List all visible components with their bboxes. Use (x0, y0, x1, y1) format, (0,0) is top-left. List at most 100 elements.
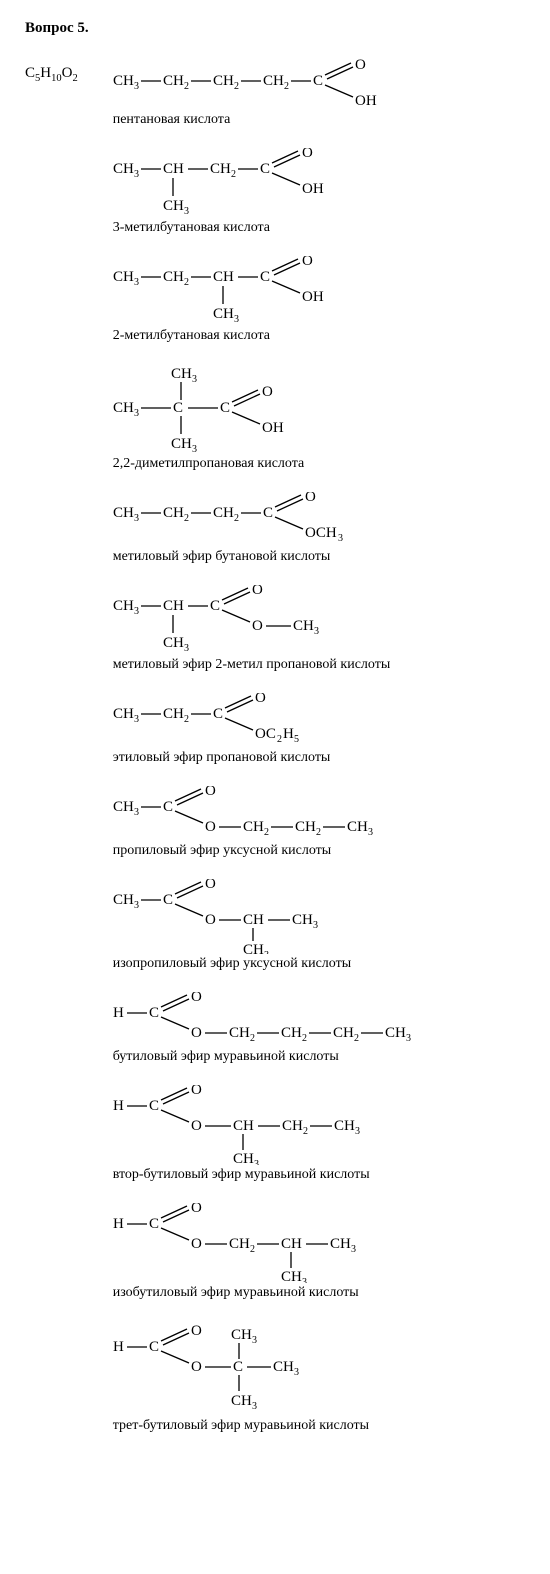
svg-text:2: 2 (184, 714, 189, 725)
svg-text:C: C (263, 505, 273, 521)
svg-text:CH: CH (231, 1327, 252, 1343)
svg-text:3: 3 (192, 444, 197, 454)
svg-text:CH: CH (113, 892, 134, 908)
structure-1: CH3 CH2 CH2 CH2 C O OH (113, 55, 423, 110)
svg-text:O: O (191, 1236, 202, 1252)
svg-text:CH: CH (113, 400, 134, 416)
svg-text:3: 3 (355, 1126, 360, 1137)
svg-text:H: H (113, 1005, 124, 1021)
svg-text:O: O (191, 992, 202, 1005)
structure-5: CH3 CH2 CH2 C O OCH3 (113, 492, 393, 547)
svg-text:CH: CH (171, 366, 192, 382)
svg-text:2: 2 (264, 827, 269, 838)
svg-text:C: C (149, 1098, 159, 1114)
svg-text:OC: OC (255, 726, 276, 742)
svg-text:CH: CH (171, 436, 192, 452)
svg-text:CH: CH (233, 1151, 254, 1165)
svg-text:H: H (113, 1339, 124, 1355)
svg-text:3: 3 (294, 1367, 299, 1378)
svg-text:CH: CH (213, 73, 234, 89)
svg-text:2: 2 (316, 827, 321, 838)
svg-text:O: O (305, 492, 316, 505)
svg-text:2: 2 (354, 1033, 359, 1044)
svg-text:C: C (149, 1339, 159, 1355)
compound-2: CH3 CH CH3 CH2 C O OH 3-метилбутановая к… (113, 148, 525, 236)
structure-10: H C O O CH2 CH2 CH2 CH3 (113, 992, 453, 1047)
svg-text:CH: CH (293, 618, 314, 634)
svg-text:CH: CH (213, 505, 234, 521)
svg-text:3: 3 (368, 827, 373, 838)
svg-text:O: O (255, 693, 266, 706)
svg-text:C: C (260, 269, 270, 285)
svg-text:2: 2 (284, 81, 289, 92)
svg-text:OH: OH (262, 420, 284, 436)
svg-text:2: 2 (234, 513, 239, 524)
svg-text:2: 2 (250, 1244, 255, 1255)
structure-4: CH3 CH3 C CH3 C O OH (113, 364, 363, 454)
svg-text:CH: CH (229, 1236, 250, 1252)
svg-text:O: O (252, 618, 263, 634)
svg-text:O: O (355, 57, 366, 73)
svg-text:3: 3 (134, 807, 139, 818)
svg-text:CH: CH (281, 1269, 302, 1283)
svg-text:CH: CH (330, 1236, 351, 1252)
compound-5: CH3 CH2 CH2 C O OCH3 метиловый эфир бута… (113, 492, 525, 565)
compound-name: метиловый эфир бутановой кислоты (113, 549, 525, 565)
svg-text:C: C (313, 73, 323, 89)
svg-text:O: O (252, 585, 263, 598)
svg-text:3: 3 (252, 1335, 257, 1346)
svg-text:CH: CH (113, 269, 134, 285)
svg-text:2: 2 (250, 1033, 255, 1044)
structure-2: CH3 CH CH3 CH2 C O OH (113, 148, 393, 218)
svg-text:O: O (262, 384, 273, 400)
svg-text:2: 2 (231, 169, 236, 180)
svg-text:O: O (205, 819, 216, 835)
svg-text:3: 3 (264, 950, 269, 954)
svg-text:3: 3 (134, 277, 139, 288)
svg-text:CH: CH (113, 73, 134, 89)
svg-text:CH: CH (243, 912, 264, 928)
svg-text:OH: OH (355, 93, 377, 109)
compound-name: изобутиловый эфир муравьиной кислоты (113, 1285, 525, 1301)
compound-name: втор-бутиловый эфир муравьиной кислоты (113, 1167, 525, 1183)
svg-text:3: 3 (314, 626, 319, 637)
svg-text:CH: CH (295, 819, 316, 835)
compound-3: CH3 CH2 CH CH3 C O OH 2-метилбутановая к… (113, 256, 525, 344)
svg-text:O: O (205, 879, 216, 892)
svg-text:CH: CH (263, 73, 284, 89)
svg-text:CH: CH (243, 819, 264, 835)
svg-text:CH: CH (163, 73, 184, 89)
svg-text:O: O (191, 1025, 202, 1041)
svg-text:CH: CH (113, 706, 134, 722)
svg-text:O: O (191, 1359, 202, 1375)
content-row: C5H10O2 CH3 CH2 CH2 CH2 C O OH пентанова… (25, 55, 525, 1454)
svg-text:OH: OH (302, 181, 324, 197)
compound-4: CH3 CH3 C CH3 C O OH 2,2-диметилпропанов… (113, 364, 525, 472)
svg-text:H: H (113, 1216, 124, 1232)
svg-text:CH: CH (243, 942, 264, 954)
compound-8: CH3 C O O CH2 CH2 CH3 пропиловый эфир ук… (113, 786, 525, 859)
svg-text:CH: CH (213, 269, 234, 285)
svg-text:OCH: OCH (305, 525, 337, 541)
svg-text:CH: CH (231, 1393, 252, 1409)
svg-text:CH: CH (273, 1359, 294, 1375)
compound-name: 3-метилбутановая кислота (113, 220, 525, 236)
svg-text:3: 3 (351, 1244, 356, 1255)
svg-text:CH: CH (347, 819, 368, 835)
question-title: Вопрос 5. (25, 20, 525, 37)
compound-name: бутиловый эфир муравьиной кислоты (113, 1049, 525, 1065)
svg-text:O: O (205, 786, 216, 799)
svg-text:CH: CH (163, 706, 184, 722)
svg-text:O: O (191, 1085, 202, 1098)
compound-name: этиловый эфир пропановой кислоты (113, 750, 525, 766)
svg-text:3: 3 (134, 81, 139, 92)
structure-11: H C O O CH CH3 CH2 CH3 (113, 1085, 413, 1165)
structure-13: H C O O C CH3 CH3 CH3 (113, 1321, 373, 1416)
svg-text:CH: CH (113, 505, 134, 521)
svg-text:3: 3 (338, 533, 343, 544)
svg-text:2: 2 (303, 1126, 308, 1137)
compound-name: 2,2-диметилпропановая кислота (113, 456, 525, 472)
structure-12: H C O O CH2 CH CH3 CH3 (113, 1203, 413, 1283)
svg-text:3: 3 (134, 900, 139, 911)
svg-text:2: 2 (184, 81, 189, 92)
